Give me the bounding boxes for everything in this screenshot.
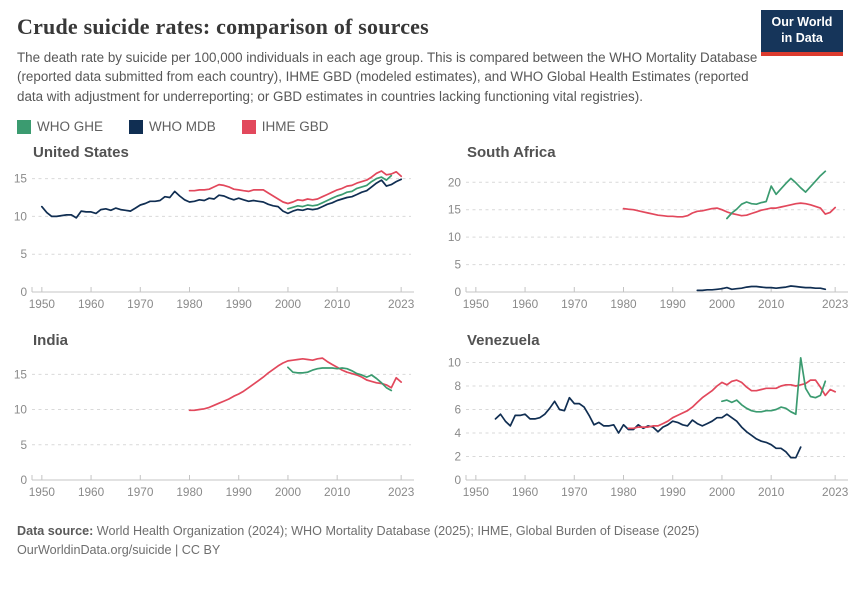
footer-separator: |	[171, 543, 182, 558]
legend-swatch-ihme-gbd	[241, 119, 256, 134]
owid-chart-page: Our World in Data Crude suicide rates: c…	[14, 10, 849, 560]
x-tick-label-1950: 1950	[463, 297, 490, 311]
x-tick-label-1990: 1990	[226, 485, 253, 499]
y-tick-label-15: 15	[448, 203, 462, 217]
y-tick-label-20: 20	[448, 176, 462, 190]
page-title: Crude suicide rates: comparison of sourc…	[17, 14, 429, 39]
y-tick-label-5: 5	[20, 248, 27, 262]
y-tick-label-5: 5	[20, 438, 27, 452]
legend-item-who-mdb[interactable]: WHO MDB	[129, 119, 216, 134]
x-tick-label-2010: 2010	[758, 297, 785, 311]
x-tick-label-1960: 1960	[512, 297, 539, 311]
south-africa-ihme-gbd-line	[622, 202, 837, 218]
india-who-ghe-line	[287, 366, 393, 392]
venezuela-chart: 0 2 4 6 8 10 1950 1960 1970 1980 1990 2000 2010 2023	[448, 356, 849, 500]
south-africa-who-mdb-line	[696, 285, 827, 292]
x-tick-label-1980: 1980	[610, 297, 637, 311]
data-source-text: World Health Organization (2024); WHO Mo…	[93, 524, 700, 539]
y-tick-label-10: 10	[14, 210, 28, 224]
chart-subtitle: The death rate by suicide per 100,000 in…	[17, 50, 758, 104]
x-tick-label-2023: 2023	[388, 485, 415, 499]
cc-by-link[interactable]: CC BY	[181, 543, 221, 558]
owid-logo-line2: in Data	[781, 30, 823, 45]
y-tick-label-6: 6	[454, 403, 461, 417]
y-tick-label-0: 0	[454, 473, 461, 487]
x-tick-label-2010: 2010	[758, 485, 785, 499]
x-tick-label-1970: 1970	[127, 485, 154, 499]
x-tick-label-2023: 2023	[822, 485, 849, 499]
x-tick-label-1970: 1970	[561, 297, 588, 311]
x-tick-label-2000: 2000	[709, 297, 736, 311]
venezuela-who-ghe-line	[721, 357, 827, 416]
panel-india: India 0 5 10 15 1950 1960 1970 1980 1990 2000 2010…	[14, 332, 421, 510]
y-tick-label-2: 2	[454, 450, 461, 464]
y-tick-label-10: 10	[14, 403, 28, 417]
x-tick-label-2000: 2000	[275, 297, 302, 311]
legend-item-who-ghe[interactable]: WHO GHE	[17, 119, 103, 134]
y-tick-label-5: 5	[454, 258, 461, 272]
y-tick-label-0: 0	[20, 473, 27, 487]
y-tick-label-0: 0	[454, 285, 461, 299]
legend-swatch-who-mdb	[129, 119, 143, 134]
united-states-who-mdb-line	[40, 178, 403, 220]
venezuela-who-mdb-line	[494, 397, 802, 459]
x-tick-label-1960: 1960	[512, 485, 539, 499]
footer-source-line: Data source: World Health Organization (…	[17, 522, 833, 541]
panels-grid: United States 0 5 10 15 1950 1960 1970 1980 1990…	[14, 144, 849, 510]
panel-title-venezuela: Venezuela	[467, 332, 540, 350]
united-states-chart: 0 5 10 15 1950 1960 1970 1980 1990 2000 2010 2023	[14, 170, 415, 311]
united-states-ihme-gbd-line	[188, 170, 403, 205]
south-africa-chart: 0 5 10 15 20 1950 1960 1970 1980 1990 2000 2010 2023	[448, 170, 849, 311]
x-tick-label-1980: 1980	[610, 485, 637, 499]
x-tick-label-2023: 2023	[388, 297, 415, 311]
legend-label-who-ghe: WHO GHE	[37, 119, 103, 135]
legend-label-ihme-gbd: IHME GBD	[261, 119, 329, 135]
footer: Data source: World Health Organization (…	[17, 522, 833, 560]
x-tick-label-2023: 2023	[822, 297, 849, 311]
x-tick-label-1970: 1970	[127, 297, 154, 311]
legend-label-who-mdb: WHO MDB	[149, 119, 216, 135]
owid-logo-line1: Our World	[771, 15, 833, 29]
south-africa-who-ghe-line	[726, 170, 827, 220]
panel-united-states: United States 0 5 10 15 1950 1960 1970 1980 1990…	[14, 144, 421, 322]
x-tick-label-1990: 1990	[660, 485, 687, 499]
x-tick-label-2000: 2000	[709, 485, 736, 499]
legend-item-ihme-gbd[interactable]: IHME GBD	[241, 119, 329, 135]
y-tick-label-10: 10	[448, 230, 462, 244]
owid-suicide-link[interactable]: OurWorldinData.org/suicide	[17, 543, 172, 558]
y-tick-label-15: 15	[14, 172, 28, 186]
y-tick-label-0: 0	[20, 285, 27, 299]
footer-link-line: OurWorldinData.org/suicide | CC BY	[17, 541, 833, 560]
y-tick-label-4: 4	[454, 426, 461, 440]
x-tick-label-1960: 1960	[78, 485, 105, 499]
x-tick-label-2010: 2010	[324, 297, 351, 311]
x-tick-label-1990: 1990	[660, 297, 687, 311]
panel-title-united-states: United States	[33, 144, 129, 162]
x-tick-label-1990: 1990	[226, 297, 253, 311]
x-tick-label-1960: 1960	[78, 297, 105, 311]
data-source-label: Data source:	[17, 524, 94, 539]
legend-swatch-who-ghe	[17, 119, 31, 134]
x-tick-label-2000: 2000	[275, 485, 302, 499]
x-tick-label-1980: 1980	[176, 297, 203, 311]
panel-title-south-africa: South Africa	[467, 144, 556, 162]
x-tick-label-1970: 1970	[561, 485, 588, 499]
x-tick-label-2010: 2010	[324, 485, 351, 499]
x-tick-label-1950: 1950	[463, 485, 490, 499]
y-tick-label-10: 10	[448, 356, 462, 370]
y-tick-label-15: 15	[14, 368, 28, 382]
india-ihme-gbd-line	[188, 357, 403, 412]
venezuela-ihme-gbd-line	[627, 379, 837, 430]
panel-south-africa: South Africa 0 5 10 15 20 1950 1960 1970 1980 199…	[448, 144, 850, 322]
panel-venezuela: Venezuela 0 2 4 6 8 10 1950 1960 1970 1980 1990 200…	[448, 332, 850, 510]
united-states-who-ghe-line	[287, 175, 393, 210]
x-tick-label-1980: 1980	[176, 485, 203, 499]
x-tick-label-1950: 1950	[29, 485, 56, 499]
panel-title-india: India	[33, 332, 69, 350]
owid-logo[interactable]: Our World in Data	[761, 10, 843, 57]
legend: WHO GHE WHO MDB IHME GBD	[17, 119, 833, 134]
x-tick-label-1950: 1950	[29, 297, 56, 311]
india-chart: 0 5 10 15 1950 1960 1970 1980 1990 2000 2010 2023	[14, 357, 415, 499]
y-tick-label-8: 8	[454, 379, 461, 393]
